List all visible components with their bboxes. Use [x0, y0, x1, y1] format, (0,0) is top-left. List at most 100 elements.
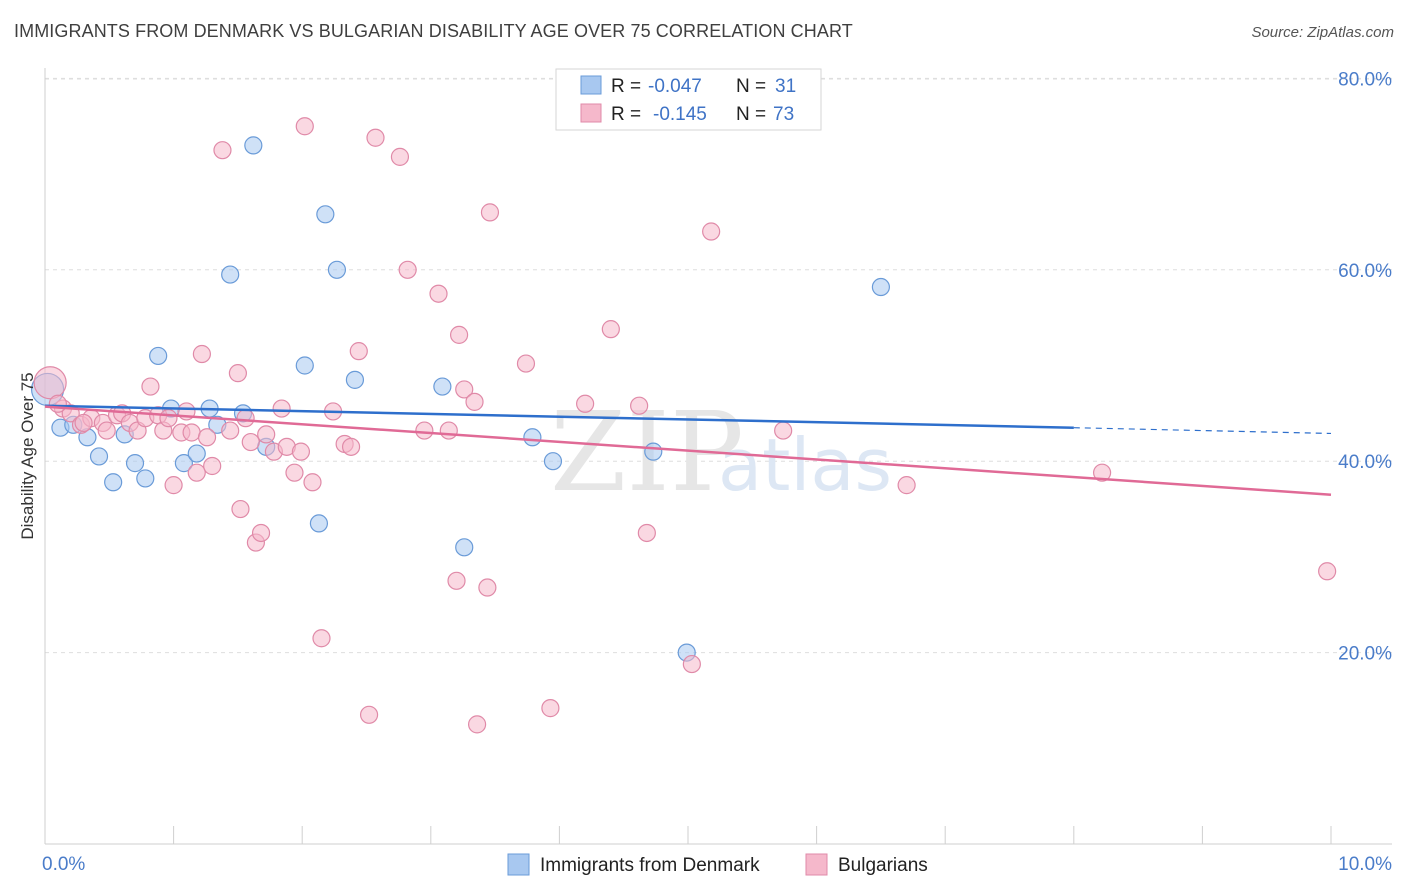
bulgarians-point-58 — [480, 203, 500, 222]
denmark-trend-line — [44, 404, 1074, 429]
bulgarians-point-31 — [251, 523, 271, 543]
bulgarians-point-21 — [192, 344, 211, 364]
stats-r-label-denmark: R = — [611, 76, 641, 97]
legend-swatch-bulgarians — [805, 853, 828, 876]
denmark-point-30 — [871, 277, 891, 297]
bulgarians-point-67 — [774, 421, 793, 440]
denmark-point-5 — [104, 473, 123, 492]
bulgarians-point-64 — [637, 523, 656, 543]
points-layer — [30, 117, 1337, 734]
bulgarians-point-56 — [467, 715, 487, 734]
denmark-point-26 — [523, 428, 542, 447]
bulgarians-point-27 — [231, 499, 250, 519]
bulgarians-point-44 — [349, 342, 368, 361]
bulgarians-point-66 — [702, 222, 721, 241]
bulgarians-point-15 — [159, 409, 178, 428]
bulgarians-point-52 — [447, 571, 466, 590]
bulgarians-point-54 — [455, 380, 474, 399]
bulgarians-point-16 — [164, 476, 183, 495]
bulgarians-point-59 — [516, 354, 536, 373]
bulgarians-point-63 — [630, 396, 649, 415]
bulgarians-point-65 — [682, 654, 701, 674]
watermark-atlas: atlas — [718, 423, 892, 507]
bulgarians-point-45 — [359, 705, 379, 724]
bulgarians-point-36 — [285, 463, 304, 482]
bulgarians-point-20 — [187, 463, 206, 482]
bulgarians-point-40 — [312, 629, 331, 648]
series-legend: Immigrants from Denmark Bulgarians — [507, 853, 928, 876]
y-tick-label-20: 20.0% — [1338, 644, 1392, 665]
stats-swatch-denmark — [580, 75, 602, 95]
denmark-point-8 — [136, 469, 155, 488]
stats-n-value-bulgarians: 73 — [773, 104, 794, 125]
bulgarians-point-24 — [213, 141, 232, 160]
x-tick-label-max: 10.0% — [1338, 854, 1392, 875]
bulgarians-point-26 — [228, 364, 247, 383]
denmark-point-17 — [244, 136, 263, 155]
denmark-point-9 — [149, 346, 168, 366]
bulgarians-trend-line — [44, 405, 1332, 496]
denmark-point-19 — [295, 356, 314, 375]
bulgarians-point-12 — [141, 377, 160, 396]
chart-source: Source: ZipAtlas.com — [1251, 24, 1394, 41]
denmark-point-15 — [221, 265, 240, 284]
y-tick-label-40: 40.0% — [1338, 452, 1392, 473]
stats-r-value-denmark: -0.047 — [648, 76, 702, 97]
bulgarians-point-50 — [429, 284, 448, 303]
denmark-point-4 — [89, 447, 109, 466]
bulgarians-point-29 — [241, 432, 260, 452]
bulgarians-point-23 — [203, 456, 222, 476]
chart-title: IMMIGRANTS FROM DENMARK VS BULGARIAN DIS… — [14, 21, 853, 41]
bulgarians-point-22 — [197, 428, 217, 447]
bulgarians-point-71 — [48, 394, 67, 413]
denmark-point-7 — [125, 454, 145, 473]
bulgarians-point-55 — [465, 392, 484, 411]
tick-labels: 20.0% 40.0% 60.0% 80.0% 0.0% 10.0% — [42, 69, 1392, 875]
stats-n-label-bulgarians: N = — [736, 104, 766, 125]
denmark-point-20 — [309, 514, 329, 533]
stats-r-value-bulgarians: -0.145 — [653, 104, 707, 125]
bulgarians-point-47 — [390, 147, 410, 166]
bulgarians-point-43 — [341, 437, 361, 456]
y-axis-label: Disability Age Over 75 — [18, 372, 37, 539]
grid-lines — [45, 77, 1392, 654]
stats-legend: R = -0.047 N = 31 R = -0.145 N = 73 — [555, 68, 822, 131]
denmark-point-24 — [433, 377, 452, 396]
denmark-point-23 — [345, 370, 365, 389]
denmark-point-21 — [316, 205, 335, 224]
denmark-point-25 — [455, 538, 474, 557]
denmark-point-28 — [644, 442, 663, 461]
bulgarians-point-53 — [449, 325, 469, 344]
bulgarians-point-70 — [1318, 562, 1337, 581]
bulgarians-point-72 — [74, 413, 93, 433]
stats-n-label-denmark: N = — [736, 76, 766, 97]
bulgarians-point-62 — [601, 320, 620, 339]
trend-lines — [44, 404, 1332, 496]
y-tick-label-60: 60.0% — [1338, 261, 1392, 282]
bulgarians-point-68 — [897, 476, 916, 495]
bulgarians-point-19 — [182, 423, 201, 442]
bulgarians-point-49 — [415, 421, 434, 440]
bulgarians-point-34 — [272, 399, 291, 418]
legend-label-bulgarians: Bulgarians — [838, 855, 928, 876]
bulgarians-point-38 — [295, 117, 314, 136]
y-tick-label-80: 80.0% — [1338, 69, 1392, 90]
denmark-trend-extension — [1073, 427, 1332, 435]
bulgarians-point-61 — [576, 394, 595, 413]
bulgarians-point-39 — [303, 473, 322, 492]
bulgarians-point-57 — [478, 578, 497, 597]
bulgarians-point-6 — [97, 421, 116, 440]
stats-r-label-bulgarians: R = — [611, 104, 641, 125]
legend-label-denmark: Immigrants from Denmark — [540, 855, 760, 876]
bulgarians-point-32 — [257, 425, 276, 444]
bulgarians-point-48 — [398, 260, 417, 279]
bulgarians-point-69 — [1092, 463, 1112, 482]
denmark-point-12 — [187, 444, 206, 463]
bulgarians-point-0 — [33, 366, 67, 400]
bulgarians-point-28 — [236, 409, 255, 428]
legend-swatch-denmark — [507, 853, 530, 876]
denmark-point-27 — [543, 452, 563, 471]
bulgarians-point-46 — [366, 128, 385, 147]
bulgarians-point-25 — [221, 421, 240, 440]
